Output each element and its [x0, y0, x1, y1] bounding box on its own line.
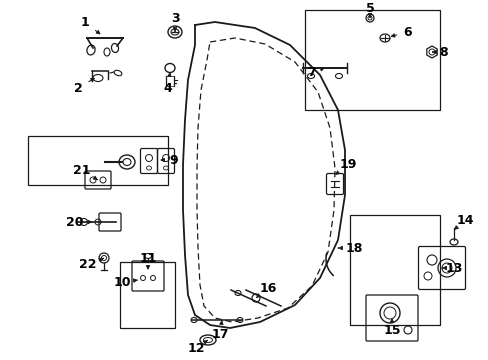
Text: 9: 9	[161, 153, 178, 166]
Text: 12: 12	[187, 340, 207, 355]
Text: 21: 21	[73, 163, 97, 180]
Bar	[120, 262, 175, 328]
Text: 4: 4	[163, 73, 172, 94]
Bar	[349, 215, 439, 325]
Text: 10: 10	[113, 275, 138, 288]
Text: 13: 13	[442, 261, 462, 274]
Text: 11: 11	[139, 252, 157, 269]
Text: 1: 1	[81, 15, 100, 34]
Text: 7: 7	[307, 66, 324, 78]
Text: 16: 16	[256, 282, 276, 297]
Text: 15: 15	[383, 319, 400, 337]
Text: 2: 2	[74, 78, 94, 94]
Text: 20: 20	[66, 216, 91, 229]
Text: 17: 17	[211, 320, 228, 341]
Text: 3: 3	[170, 12, 179, 32]
Text: 6: 6	[390, 26, 411, 39]
Text: 22: 22	[79, 258, 103, 271]
Text: 19: 19	[335, 158, 356, 174]
Text: 8: 8	[432, 45, 447, 58]
Text: 14: 14	[454, 213, 473, 229]
Bar	[305, 10, 439, 110]
Text: 5: 5	[365, 1, 374, 17]
Bar	[28, 136, 168, 185]
Text: 18: 18	[338, 242, 362, 255]
